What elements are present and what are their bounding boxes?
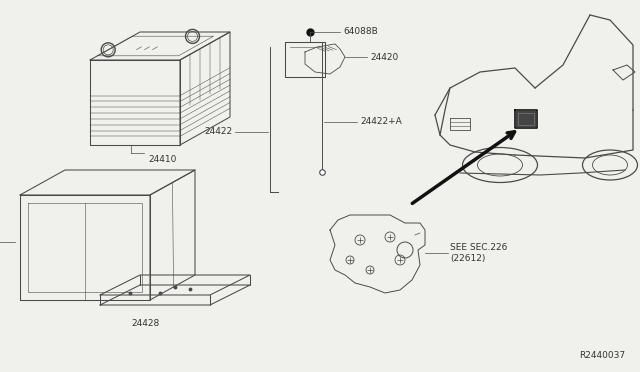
Text: 24420: 24420 (370, 52, 398, 61)
Text: 24410: 24410 (148, 155, 177, 164)
Text: 64088B: 64088B (343, 28, 378, 36)
FancyBboxPatch shape (516, 111, 536, 127)
Text: 24422: 24422 (204, 128, 232, 137)
Text: R2440037: R2440037 (579, 351, 625, 360)
Text: 24428: 24428 (131, 319, 159, 328)
Text: SEE SEC.226
(22612): SEE SEC.226 (22612) (450, 243, 508, 263)
Text: 24422+A: 24422+A (360, 118, 402, 126)
